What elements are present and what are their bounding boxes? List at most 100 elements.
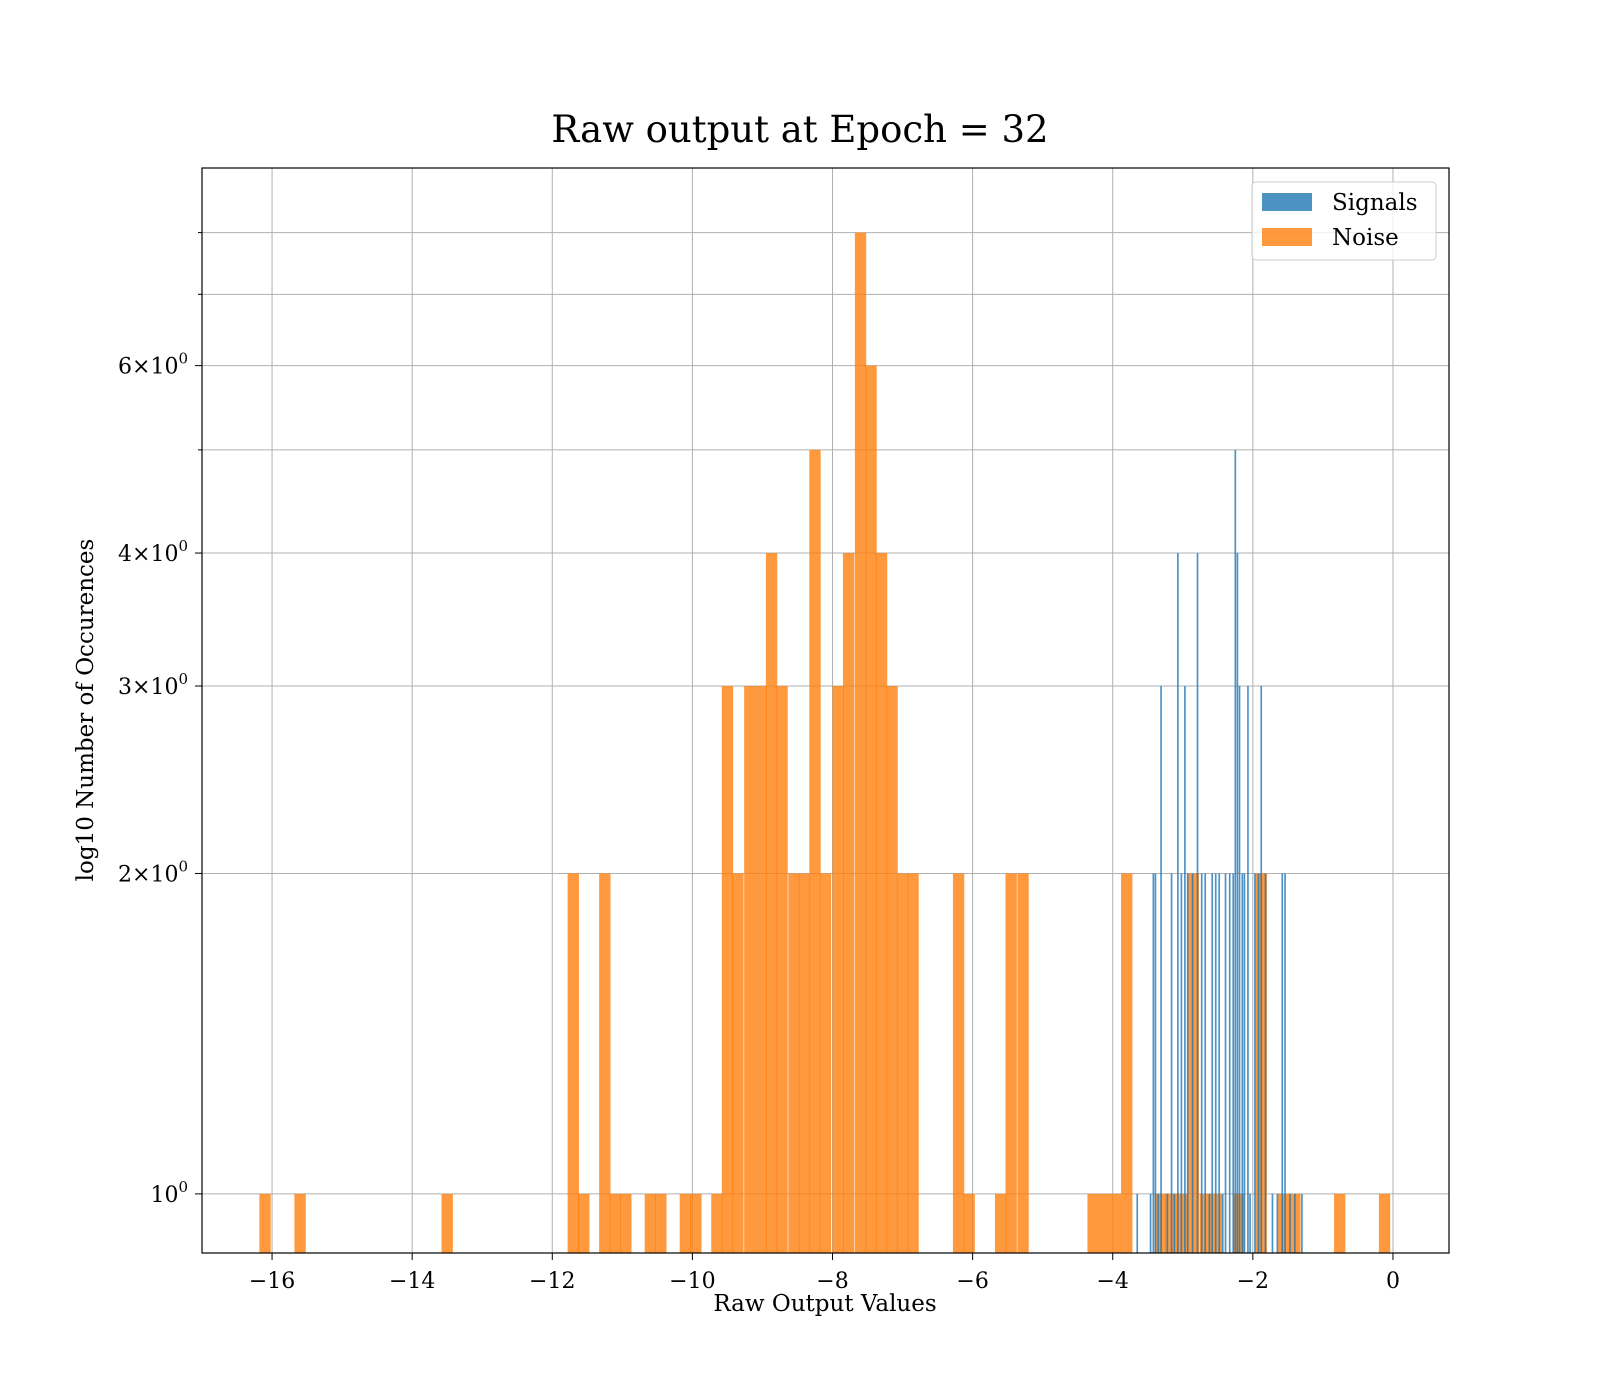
signals-bar-41 (1294, 1193, 1296, 1253)
noise-bar-26 (865, 365, 877, 1254)
signals-bar-1 (1149, 1193, 1152, 1253)
noise-bar-22 (819, 873, 832, 1253)
noise-bar-14 (732, 873, 744, 1253)
noise-bar-3 (567, 873, 579, 1253)
plot-frame (201, 167, 1450, 1254)
noise-bars (259, 232, 1391, 1254)
noise-bar-30 (907, 873, 919, 1253)
noise-bar-32 (963, 1193, 975, 1253)
signals-bar-38 (1281, 873, 1284, 1253)
signals-bar-13 (1191, 873, 1194, 1253)
signals-bar-25 (1234, 449, 1237, 1253)
x-tick-label-3: −10 (669, 1269, 715, 1294)
noise-bar-10 (679, 1193, 692, 1253)
x-tick-label-5: −6 (956, 1269, 988, 1294)
y-axis-ticks: 100 2×100 3×100 4×100 6×100 (118, 232, 202, 1208)
signals-bar-16 (1204, 873, 1207, 1253)
signals-bars (1136, 449, 1303, 1253)
signals-bar-5 (1160, 686, 1162, 1253)
noise-bar-17 (765, 553, 778, 1253)
x-axis-ticks: −16 −14 −12 −10 −8 −6 −4 −2 0 (249, 1253, 1400, 1294)
signals-bar-3 (1154, 873, 1157, 1253)
y-tick-label-2: 3×100 (118, 670, 188, 700)
x-tick-label-1: −14 (389, 1269, 435, 1294)
noise-bar-5 (599, 873, 611, 1253)
signals-bar-0 (1136, 1193, 1139, 1253)
signals-bar-4 (1157, 1193, 1160, 1253)
noise-bar-29 (896, 873, 909, 1253)
y-tick-label-0: 100 (150, 1178, 188, 1208)
x-tick-label-6: −4 (1097, 1269, 1129, 1294)
x-tick-label-8: 0 (1386, 1269, 1400, 1294)
x-tick-label-0: −16 (249, 1269, 295, 1294)
legend-label-signals: Signals (1332, 190, 1418, 216)
signals-bar-17 (1208, 1193, 1211, 1253)
signals-bar-37 (1276, 1193, 1279, 1253)
signals-bar-35 (1264, 873, 1267, 1253)
noise-bar-34 (1005, 873, 1017, 1253)
noise-bar-39 (1121, 873, 1133, 1253)
signals-bar-23 (1228, 873, 1231, 1253)
signals-bar-19 (1214, 873, 1217, 1253)
legend-label-noise: Noise (1332, 225, 1399, 251)
signals-bar-32 (1254, 873, 1256, 1253)
noise-bar-11 (690, 1193, 702, 1253)
legend: Signals Noise (1251, 181, 1437, 261)
noise-bar-28 (886, 686, 898, 1253)
noise-bar-18 (776, 686, 788, 1253)
x-tick-label-7: −2 (1237, 1269, 1269, 1294)
noise-bar-21 (809, 449, 821, 1253)
noise-bar-51 (1378, 1193, 1391, 1253)
noise-bar-37 (1098, 1193, 1110, 1253)
signals-bar-9 (1177, 553, 1179, 1253)
noise-bar-15 (744, 686, 756, 1253)
x-tick-label-4: −8 (816, 1269, 848, 1294)
signals-bar-18 (1211, 873, 1214, 1253)
y-tick-label-1: 2×100 (118, 857, 188, 887)
noise-bar-12 (711, 1193, 723, 1253)
signals-bar-2 (1152, 873, 1155, 1253)
noise-bar-24 (842, 553, 855, 1253)
signals-bar-6 (1166, 1193, 1169, 1253)
noise-bar-7 (620, 1193, 632, 1253)
noise-bar-20 (798, 873, 811, 1253)
noise-bar-27 (875, 553, 888, 1253)
x-axis-label: Raw Output Values (713, 1291, 936, 1317)
noise-bar-16 (755, 686, 767, 1253)
noise-bar-38 (1109, 1193, 1122, 1253)
legend-swatch-signals (1262, 193, 1312, 211)
signals-bar-21 (1221, 1193, 1224, 1253)
signals-bar-36 (1271, 1193, 1274, 1253)
signals-bar-39 (1284, 873, 1286, 1253)
noise-bar-23 (832, 686, 844, 1253)
noise-bar-25 (854, 232, 867, 1253)
legend-swatch-noise (1262, 228, 1312, 246)
noise-bar-13 (721, 686, 734, 1253)
noise-bar-9 (655, 1193, 667, 1253)
chart-title: Raw output at Epoch = 32 (551, 108, 1048, 151)
noise-bar-0 (259, 1193, 271, 1253)
signals-bar-33 (1257, 873, 1260, 1253)
signals-bar-40 (1289, 1193, 1291, 1253)
noise-bar-48 (1277, 1193, 1290, 1253)
signals-bar-7 (1170, 873, 1173, 1253)
x-tick-label-2: −12 (529, 1269, 575, 1294)
signals-bar-14 (1196, 553, 1199, 1253)
noise-bar-1 (294, 1193, 306, 1253)
signals-bar-15 (1200, 873, 1203, 1253)
signals-bar-42 (1301, 1193, 1303, 1253)
y-tick-label-4: 6×100 (118, 350, 188, 380)
noise-bar-36 (1087, 1193, 1099, 1253)
signals-bar-26 (1236, 553, 1239, 1253)
signals-bar-30 (1247, 686, 1249, 1253)
noise-bar-8 (644, 1193, 657, 1253)
signals-bar-29 (1243, 873, 1246, 1253)
signals-bar-10 (1180, 873, 1183, 1253)
y-tick-label-3: 4×100 (118, 537, 188, 567)
signals-bar-22 (1224, 873, 1227, 1253)
signals-bar-11 (1184, 686, 1186, 1253)
noise-bar-35 (1017, 873, 1029, 1253)
signals-bar-20 (1218, 873, 1221, 1253)
signals-bar-34 (1260, 686, 1263, 1253)
